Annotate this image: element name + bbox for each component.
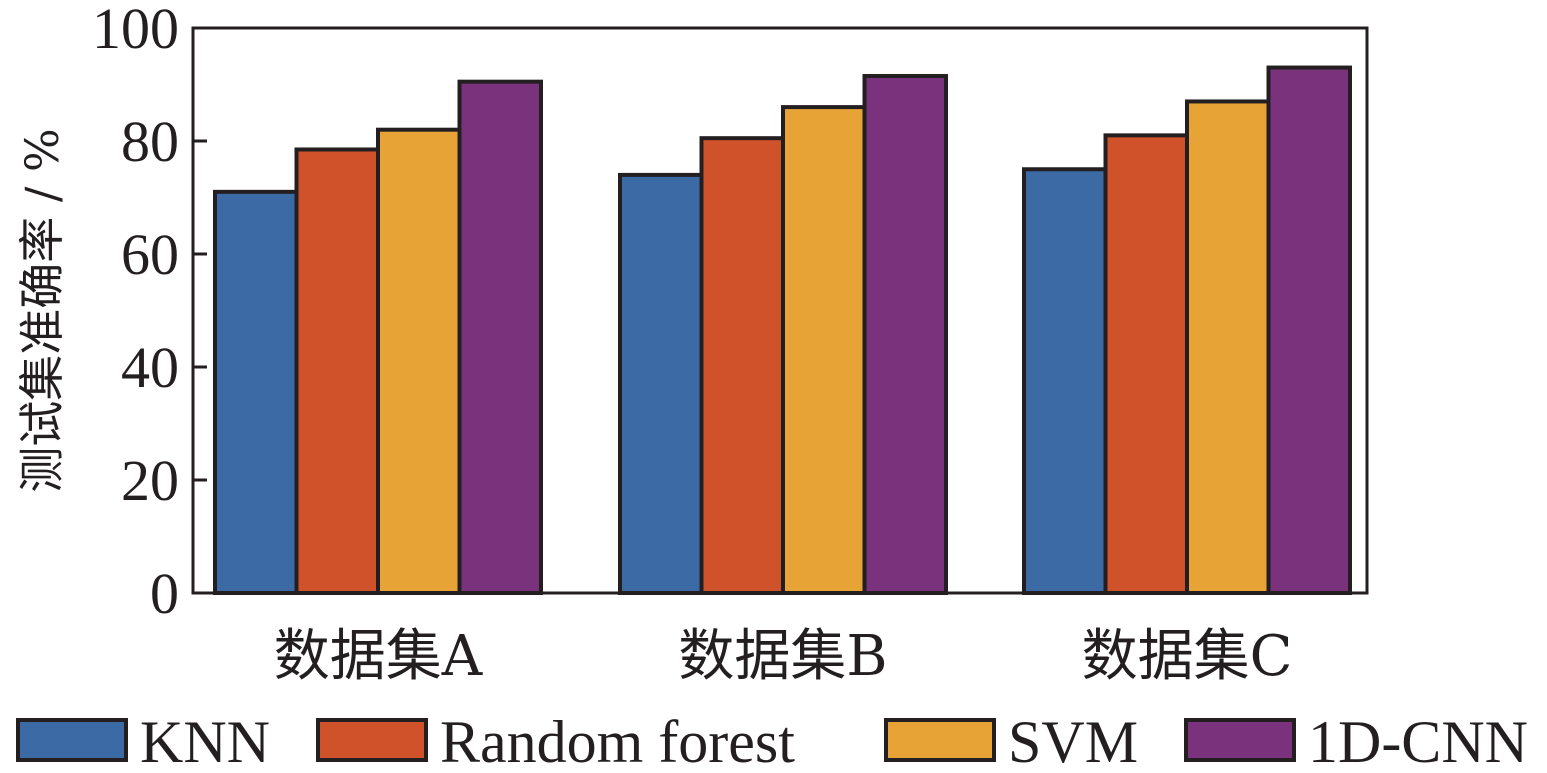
bar-knn-2 [618,172,704,595]
bar-svm-1 [376,127,462,595]
y-tick-label: 60 [121,222,179,287]
legend-label: Random forest [440,709,795,773]
y-tick-label: 40 [121,335,179,400]
bar-1d-cnn-3 [1266,65,1352,596]
legend-swatch-random-forest [316,718,428,762]
x-category-label: 数据集B [678,624,887,689]
y-tick-label: 100 [92,0,179,61]
y-axis-label: 测试集准确率 / % [15,128,69,492]
x-category-label: 数据集C [1082,624,1293,689]
legend-label: KNN [140,709,270,773]
legend-swatch-svm [884,718,996,762]
bar-1d-cnn-2 [862,74,948,595]
bars-group [213,65,1352,596]
y-tick-label: 80 [121,109,179,174]
bar-random-forest-1 [294,147,380,595]
x-axis-category-labels: 数据集A 数据集B 数据集C [274,624,1293,689]
plot-frame [191,26,1369,595]
bar-random-forest-2 [699,136,785,596]
y-axis-ticks: 0 20 40 60 80 100 [92,0,207,626]
legend-swatch-1d-cnn [1184,718,1296,762]
bar-1d-cnn-1 [457,79,543,596]
y-tick-label: 20 [121,448,179,513]
legend-swatch-knn [16,718,128,762]
legend-label: SVM [1008,709,1138,773]
x-category-label: 数据集A [274,624,483,689]
y-tick-label: 0 [150,561,179,626]
legend: KNN Random forest SVM 1D-CNN [16,709,1528,773]
bar-knn-3 [1022,167,1108,595]
bar-knn-1 [213,189,299,595]
legend-label: 1D-CNN [1308,709,1528,773]
bar-svm-3 [1185,99,1271,595]
bar-svm-2 [781,105,867,595]
bar-random-forest-3 [1103,133,1189,595]
